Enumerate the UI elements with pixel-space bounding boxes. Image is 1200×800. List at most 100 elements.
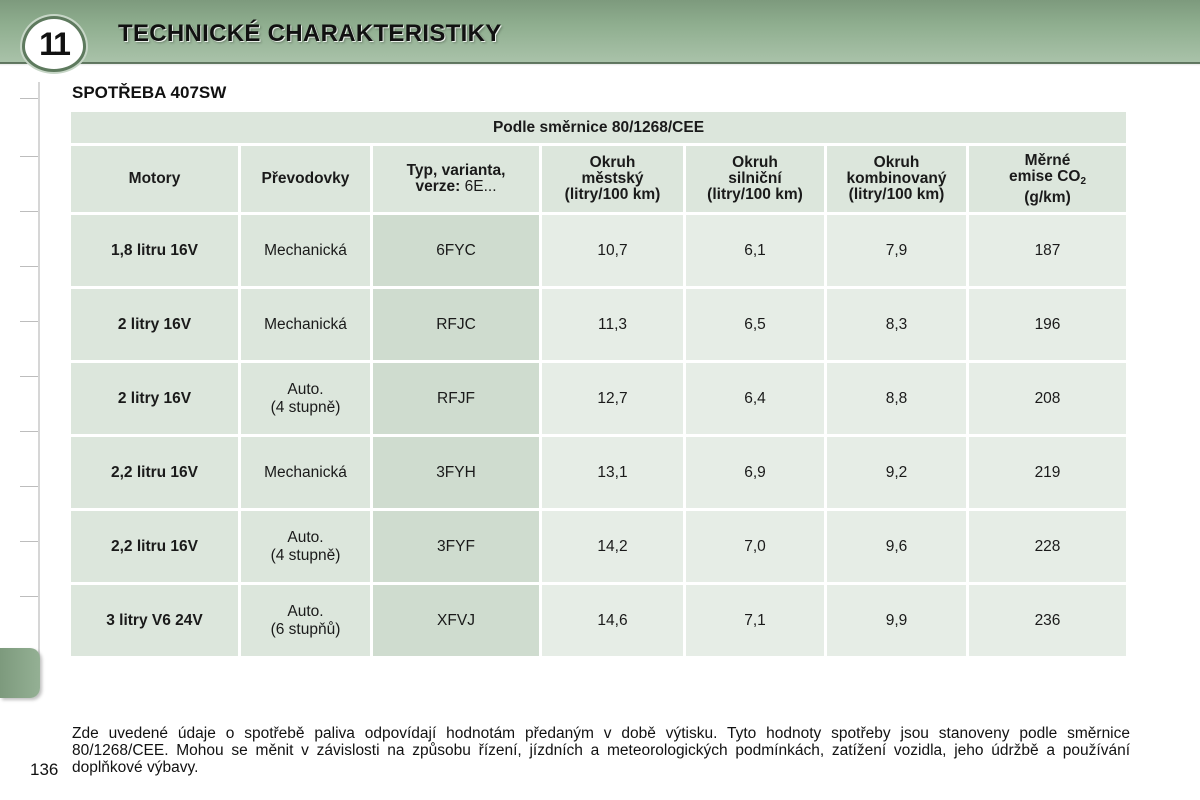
- table-row: 2 litry 16V Mechanická RFJC 11,3 6,5 8,3 196: [71, 289, 1126, 360]
- side-tab-divider: [20, 541, 38, 542]
- cell-motor: 2 litry 16V: [71, 363, 238, 434]
- side-tab-divider: [20, 376, 38, 377]
- footnote-text: Zde uvedené údaje o spotřebě paliva odpo…: [72, 725, 1130, 776]
- extra-header-line3: (litry/100 km): [707, 186, 803, 203]
- co2-header-line2: emise CO: [1008, 167, 1081, 185]
- cell-co2: 236: [969, 585, 1126, 656]
- cell-motor: 2 litry 16V: [71, 289, 238, 360]
- type-header-line2-bold: verze:: [415, 178, 461, 195]
- cell-extra-urban: 7,1: [686, 585, 824, 656]
- side-tab-divider: [20, 266, 38, 267]
- side-tab-divider: [20, 98, 38, 99]
- combined-header-line3: (litry/100 km): [848, 186, 945, 203]
- cell-motor: 3 litry V6 24V: [71, 585, 238, 656]
- section-title: SPOTŘEBA 407SW: [72, 83, 227, 102]
- cell-urban: 13,1: [542, 437, 683, 508]
- type-header-line1: Typ, varianta,: [406, 162, 506, 179]
- cell-urban: 12,7: [542, 363, 683, 434]
- column-header-extra-urban: Okruh silniční (litry/100 km): [686, 146, 824, 212]
- cell-urban: 14,6: [542, 585, 683, 656]
- cell-type: XFVJ: [373, 585, 539, 656]
- cell-co2: 228: [969, 511, 1126, 582]
- cell-co2: 196: [969, 289, 1126, 360]
- table-row: 2 litry 16V Auto. (4 stupně) RFJF 12,7 6,4 8,8…: [71, 363, 1126, 434]
- table-header-row: Podle směrnice 80/1268/CEE: [71, 112, 1126, 143]
- table-row: 3 litry V6 24V Auto. (6 stupňů) XFVJ 14,6 7,1…: [71, 585, 1126, 656]
- side-tab-strip: [0, 82, 40, 682]
- chapter-header-band: [0, 0, 1200, 66]
- page-number: 136: [30, 760, 59, 779]
- combined-header-line1: Okruh: [873, 154, 920, 171]
- directive-header: Podle směrnice 80/1268/CEE: [71, 112, 1126, 143]
- cell-type: 3FYH: [373, 437, 539, 508]
- cell-combined: 9,6: [827, 511, 966, 582]
- chapter-number: 11: [39, 25, 71, 62]
- cell-extra-urban: 6,4: [686, 363, 824, 434]
- consumption-table: Podle směrnice 80/1268/CEE Motory Převod…: [68, 109, 1129, 659]
- side-tab-active: [0, 648, 40, 698]
- gearbox-line2: (4 stupně): [270, 398, 341, 416]
- type-header-line2-normal: 6E...: [460, 178, 497, 195]
- cell-extra-urban: 6,1: [686, 215, 824, 286]
- table-row: 2,2 litru 16V Auto. (4 stupně) 3FYF 14,2 7,0 9…: [71, 511, 1126, 582]
- co2-header-line1: Měrné: [1024, 151, 1071, 169]
- cell-gearbox: Mechanická: [241, 437, 370, 508]
- co2-header-line3: (g/km): [1024, 188, 1071, 206]
- side-tab-divider: [20, 486, 38, 487]
- side-tab-divider: [20, 211, 38, 212]
- gearbox-line1: Mechanická: [264, 463, 347, 481]
- cell-motor: 2,2 litru 16V: [71, 511, 238, 582]
- cell-gearbox: Auto. (4 stupně): [241, 363, 370, 434]
- cell-extra-urban: 6,5: [686, 289, 824, 360]
- cell-combined: 7,9: [827, 215, 966, 286]
- combined-header-line2: kombinovaný: [846, 170, 947, 187]
- extra-header-line2: silniční: [728, 170, 782, 187]
- column-header-urban: Okruh městský (litry/100 km): [542, 146, 683, 212]
- cell-combined: 8,3: [827, 289, 966, 360]
- cell-co2: 208: [969, 363, 1126, 434]
- column-header-type: Typ, varianta, verze: 6E...: [373, 146, 539, 212]
- co2-subscript: 2: [1080, 175, 1087, 187]
- consumption-table-wrapper: Podle směrnice 80/1268/CEE Motory Převod…: [71, 112, 1129, 659]
- cell-extra-urban: 7,0: [686, 511, 824, 582]
- gearbox-line1: Auto.: [287, 602, 324, 620]
- side-tab-divider: [20, 321, 38, 322]
- cell-urban: 11,3: [542, 289, 683, 360]
- cell-type: 3FYF: [373, 511, 539, 582]
- cell-motor: 2,2 litru 16V: [71, 437, 238, 508]
- cell-combined: 9,2: [827, 437, 966, 508]
- cell-gearbox: Mechanická: [241, 215, 370, 286]
- cell-urban: 14,2: [542, 511, 683, 582]
- table-row: 2,2 litru 16V Mechanická 3FYH 13,1 6,9 9,2 219: [71, 437, 1126, 508]
- chapter-title: TECHNICKÉ CHARAKTERISTIKY: [118, 20, 502, 47]
- cell-type: RFJF: [373, 363, 539, 434]
- gearbox-line1: Auto.: [287, 528, 324, 546]
- side-tab-divider: [20, 596, 38, 597]
- gearbox-line2: (6 stupňů): [270, 620, 341, 638]
- gearbox-line1: Mechanická: [264, 315, 347, 333]
- cell-urban: 10,7: [542, 215, 683, 286]
- cell-combined: 8,8: [827, 363, 966, 434]
- cell-gearbox: Mechanická: [241, 289, 370, 360]
- urban-header-line1: Okruh: [589, 154, 636, 171]
- column-header-gearbox: Převodovky: [241, 146, 370, 212]
- column-header-motor: Motory: [71, 146, 238, 212]
- cell-combined: 9,9: [827, 585, 966, 656]
- table-row: 1,8 litru 16V Mechanická 6FYC 10,7 6,1 7,9 187: [71, 215, 1126, 286]
- table-body: 1,8 litru 16V Mechanická 6FYC 10,7 6,1 7,9 187…: [71, 215, 1126, 656]
- column-header-combined: Okruh kombinovaný (litry/100 km): [827, 146, 966, 212]
- table-column-header-row: Motory Převodovky Typ, varianta, verze: …: [71, 146, 1126, 212]
- cell-type: 6FYC: [373, 215, 539, 286]
- column-header-co2: Měrné emise CO2 (g/km): [969, 146, 1126, 212]
- gearbox-line2: (4 stupně): [270, 546, 341, 564]
- cell-gearbox: Auto. (4 stupně): [241, 511, 370, 582]
- side-tab-divider: [20, 156, 38, 157]
- cell-motor: 1,8 litru 16V: [71, 215, 238, 286]
- extra-header-line1: Okruh: [732, 154, 778, 171]
- urban-header-line3: (litry/100 km): [564, 186, 661, 203]
- urban-header-line2: městský: [581, 170, 644, 187]
- cell-co2: 219: [969, 437, 1126, 508]
- cell-extra-urban: 6,9: [686, 437, 824, 508]
- chapter-number-badge: 11: [22, 16, 86, 72]
- cell-type: RFJC: [373, 289, 539, 360]
